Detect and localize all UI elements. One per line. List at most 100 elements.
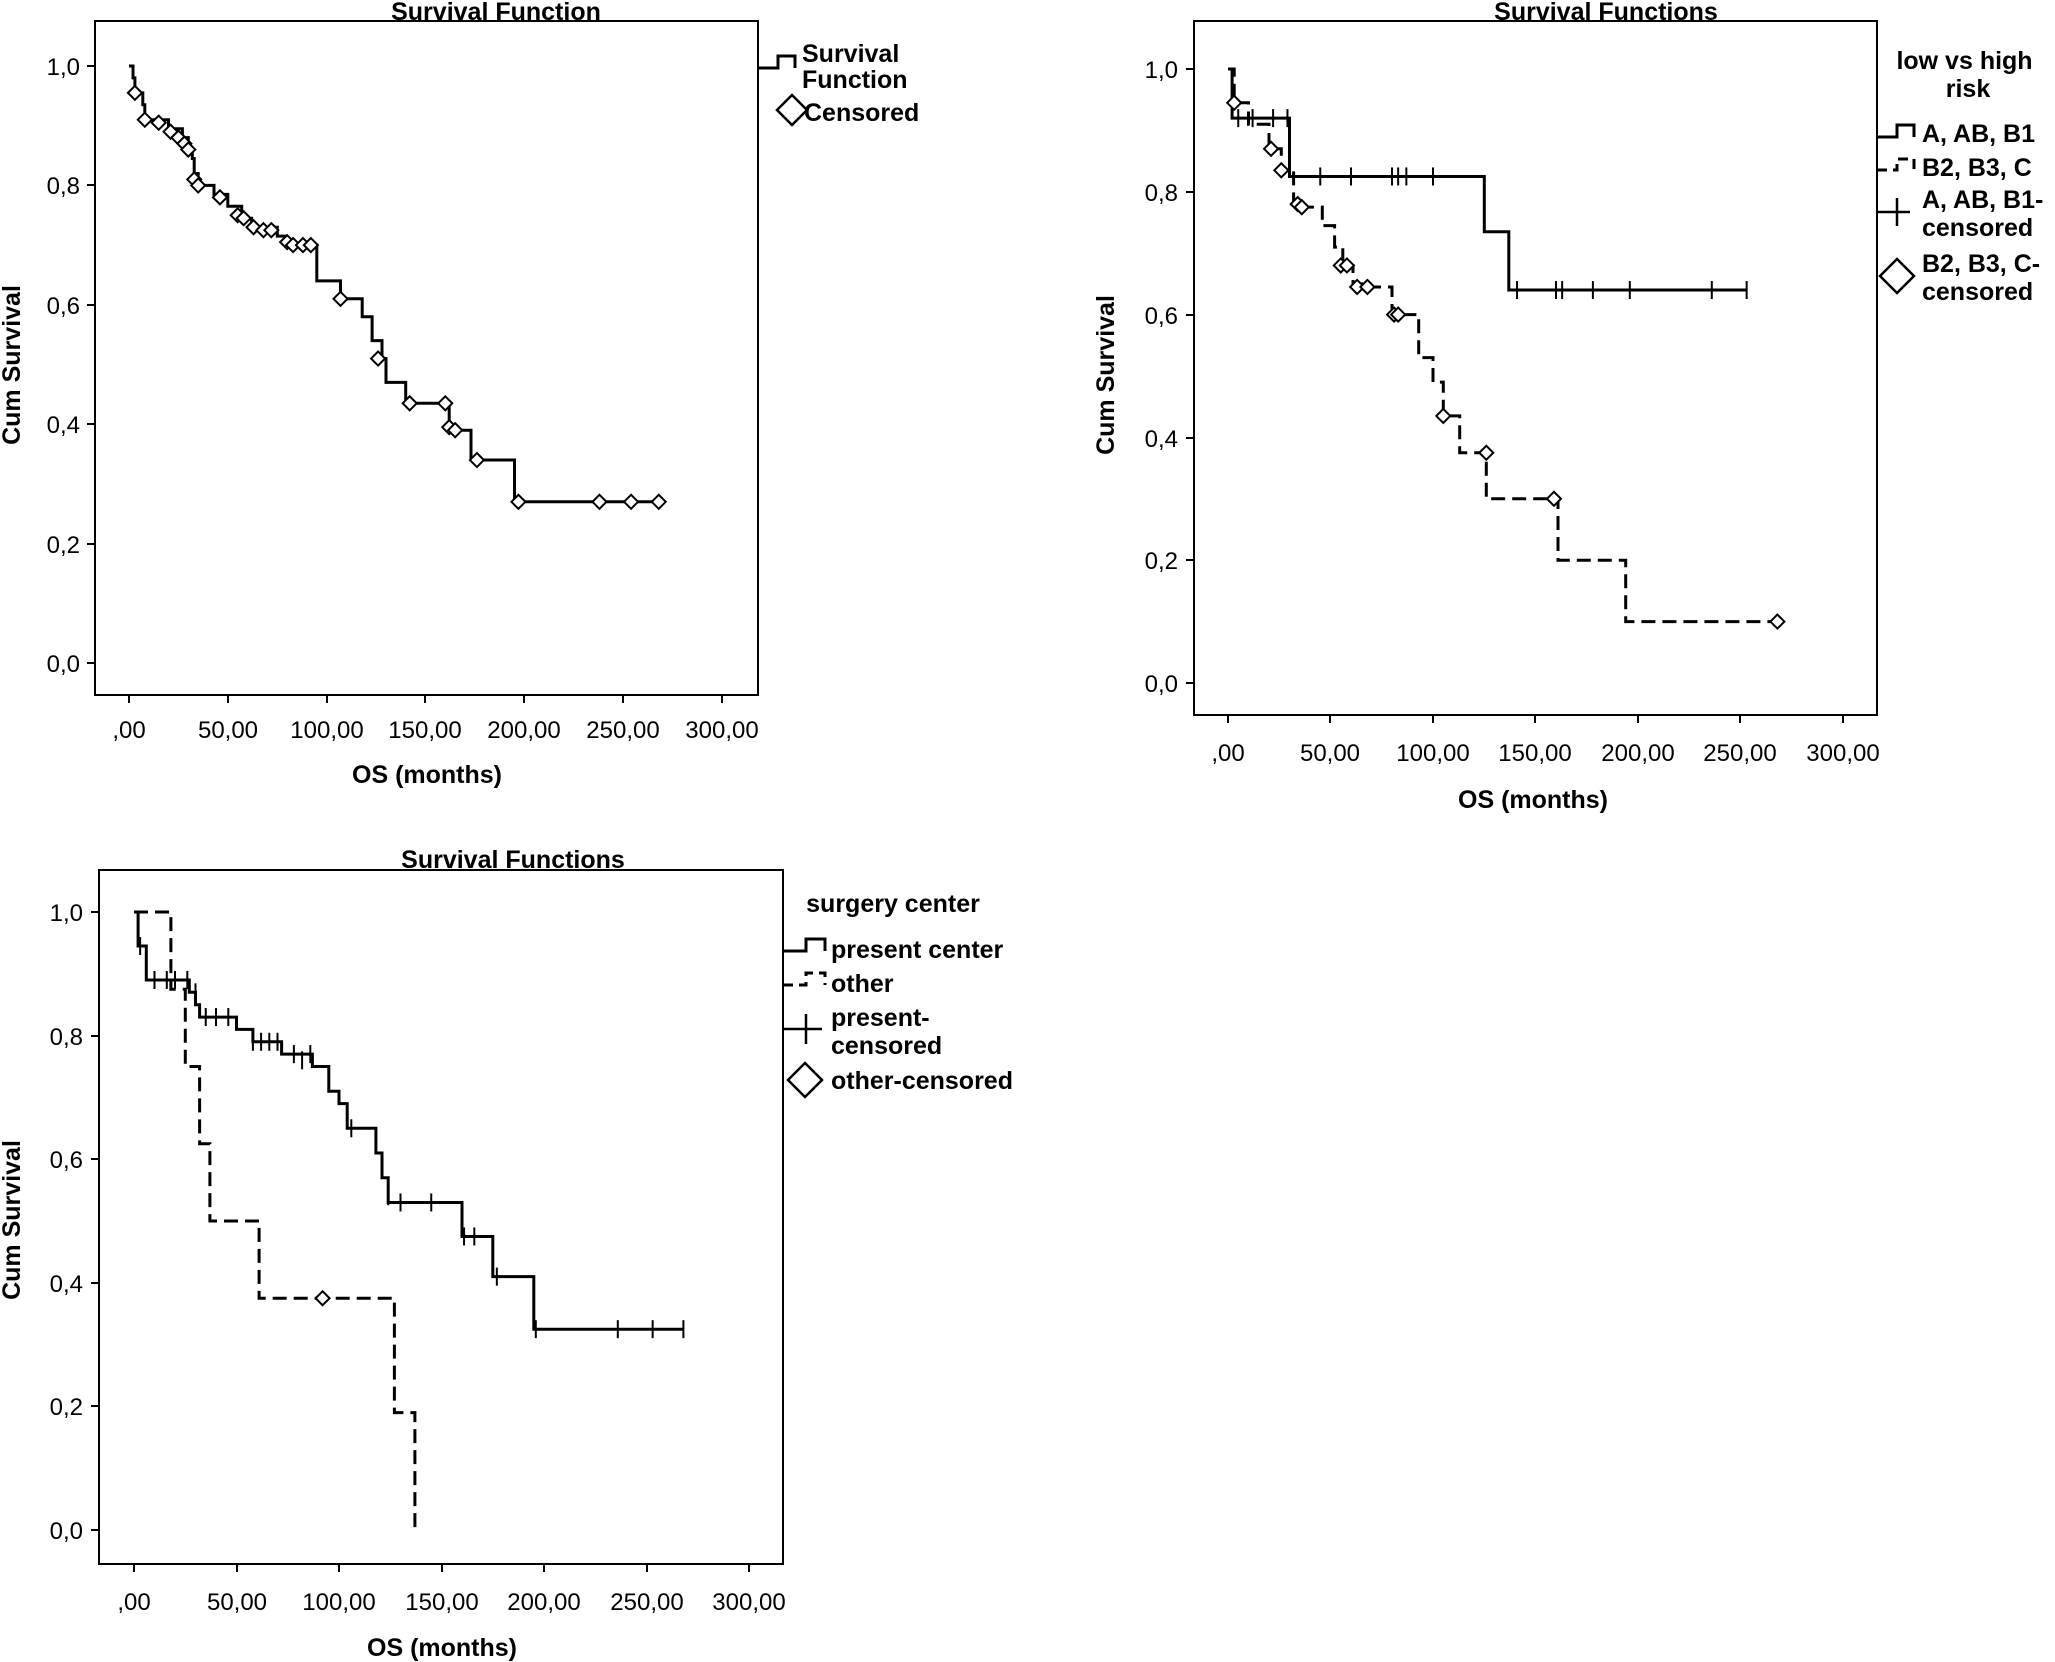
censor-mark-survival-function — [332, 290, 349, 308]
y-axis: 0,0 0,2 0,4 0,6 0,8 1,0 Cum Survival — [0, 900, 100, 1545]
y-tick-label: 0,8 — [47, 173, 80, 200]
x-tick-label: 250,00 — [610, 1589, 683, 1616]
x-axis: ,00 50,00 100,00 150,00 200,00 250,00 30… — [117, 1563, 786, 1662]
censor-mark-survival-function — [468, 451, 486, 469]
censor-mark-survival-function — [591, 493, 608, 511]
y-axis: 0,0 0,2 0,4 0,6 0,8 1,0 Cum Survival — [1092, 57, 1195, 698]
series-line-survival-function — [129, 64, 659, 504]
legend-step-solid-icon — [1877, 123, 1916, 139]
censor-mark-survival-function — [302, 236, 320, 254]
x-ticks — [133, 1564, 750, 1572]
x-tick-label: 50,00 — [198, 717, 258, 744]
chart-title: Survival Function — [391, 0, 601, 26]
censor-mark-survival-function — [235, 209, 253, 227]
chart-surgery-center: Survival Functions 0,0 0,2 0,4 0,6 0,8 1… — [0, 846, 1013, 1662]
legend-label-line: censored — [831, 1032, 942, 1060]
x-tick-label: 250,00 — [586, 717, 659, 744]
y-tick-label: 0,4 — [1145, 426, 1178, 453]
legend-label: Survival Function — [802, 40, 908, 94]
legend: low vs high risk A, AB, B1 B2, B3, C A, … — [1877, 47, 2047, 306]
censor-mark-b2-b3-c — [1477, 444, 1495, 462]
censor-mark-survival-function — [401, 394, 419, 412]
y-tick-label: 0,8 — [50, 1024, 83, 1051]
legend-diamond-icon — [1878, 257, 1916, 295]
x-axis-label: OS (months) — [352, 761, 502, 789]
censor-mark-other — [314, 1289, 332, 1307]
y-tick-label: 0,6 — [1145, 303, 1178, 330]
legend-diamond-icon — [786, 1061, 824, 1099]
x-tick-label: 100,00 — [1396, 740, 1469, 767]
y-tick-label: 1,0 — [1145, 57, 1178, 84]
legend-label: Censored — [804, 99, 919, 127]
y-ticks — [87, 65, 95, 664]
x-tick-label: 300,00 — [685, 717, 758, 744]
chart-survival-function: Survival Function 0,0 0,2 0,4 0,6 0,8 1,… — [0, 0, 919, 789]
censor-mark-survival-function — [179, 141, 197, 158]
x-tick-label: ,00 — [117, 1589, 150, 1616]
series-line-present-center — [134, 910, 684, 1331]
censor-mark-b2-b3-c — [1768, 613, 1786, 631]
censor-mark-b2-b3-c — [1338, 257, 1356, 274]
legend-title-line: risk — [1946, 75, 1991, 103]
legend-plus-icon — [1877, 198, 1910, 226]
x-tick-label: 50,00 — [1300, 740, 1360, 767]
x-axis: ,00 50,00 100,00 150,00 200,00 250,00 30… — [112, 694, 759, 789]
x-tick-label: 100,00 — [302, 1589, 375, 1616]
x-axis-label: OS (months) — [1458, 786, 1608, 814]
plot-frame — [98, 869, 784, 1565]
y-axis-label: Cum Survival — [0, 285, 26, 445]
censor-mark-survival-function — [126, 84, 144, 102]
plot-frame — [94, 20, 759, 696]
y-tick-label: 0,6 — [47, 293, 80, 320]
censor-mark-survival-function — [369, 350, 387, 367]
y-tick-label: 0,0 — [50, 1518, 83, 1545]
y-tick-label: 0,8 — [1145, 180, 1178, 207]
censor-mark-b2-b3-c — [1272, 161, 1290, 179]
y-axis: 0,0 0,2 0,4 0,6 0,8 1,0 Cum Survival — [0, 54, 96, 678]
censor-mark-survival-function — [436, 394, 454, 412]
censor-mark-survival-function — [189, 176, 207, 194]
legend-label-line: censored — [1922, 214, 2033, 242]
censor-mark-survival-function — [622, 493, 640, 511]
chart-risk-groups: Survival Functions 0,0 0,2 0,4 0,6 0,8 1… — [1092, 0, 2047, 814]
censor-mark-survival-function — [509, 493, 527, 511]
plot-area — [1225, 67, 1786, 631]
x-tick-label: 100,00 — [290, 717, 363, 744]
x-tick-label: 300,00 — [712, 1589, 785, 1616]
legend-label: present- censored — [831, 1004, 942, 1060]
legend-label-line: A, AB, B1- — [1922, 186, 2043, 214]
censor-mark-b2-b3-c — [1262, 140, 1280, 158]
legend-label-line: Survival — [802, 40, 899, 68]
y-tick-label: 0,2 — [47, 532, 80, 559]
legend-label: B2, B3, C — [1922, 154, 2032, 182]
y-axis-label: Cum Survival — [0, 1140, 26, 1300]
x-tick-label: 250,00 — [1703, 740, 1776, 767]
legend-label: A, AB, B1 — [1922, 120, 2035, 148]
y-tick-label: 1,0 — [47, 54, 80, 81]
legend-title-line: low vs high — [1896, 47, 2032, 75]
censor-mark-b2-b3-c — [1545, 490, 1563, 508]
x-tick-label: ,00 — [1211, 740, 1244, 767]
legend-label: other — [831, 970, 894, 998]
y-tick-label: 0,6 — [50, 1147, 83, 1174]
legend-label-line: Function — [802, 66, 908, 94]
series-line-b2-b3-c — [1228, 67, 1778, 624]
y-ticks — [91, 911, 99, 1531]
x-tick-label: 300,00 — [1806, 740, 1879, 767]
y-ticks — [1186, 68, 1194, 684]
x-axis: ,00 50,00 100,00 150,00 200,00 250,00 30… — [1211, 714, 1880, 814]
legend-plus-icon — [783, 1014, 822, 1044]
y-tick-label: 0,0 — [47, 651, 80, 678]
legend-label: B2, B3, C- censored — [1922, 250, 2047, 306]
x-ticks — [1227, 715, 1844, 723]
y-tick-label: 0,0 — [1145, 671, 1178, 698]
legend-label-line: present- — [831, 1004, 930, 1032]
x-tick-label: 200,00 — [1601, 740, 1674, 767]
plot-frame — [1193, 20, 1878, 716]
legend-step-solid-icon — [758, 54, 797, 70]
censor-mark-survival-function — [446, 421, 464, 439]
legend-step-solid-icon — [783, 937, 827, 953]
x-tick-label: 50,00 — [207, 1589, 267, 1616]
x-ticks — [128, 695, 723, 703]
